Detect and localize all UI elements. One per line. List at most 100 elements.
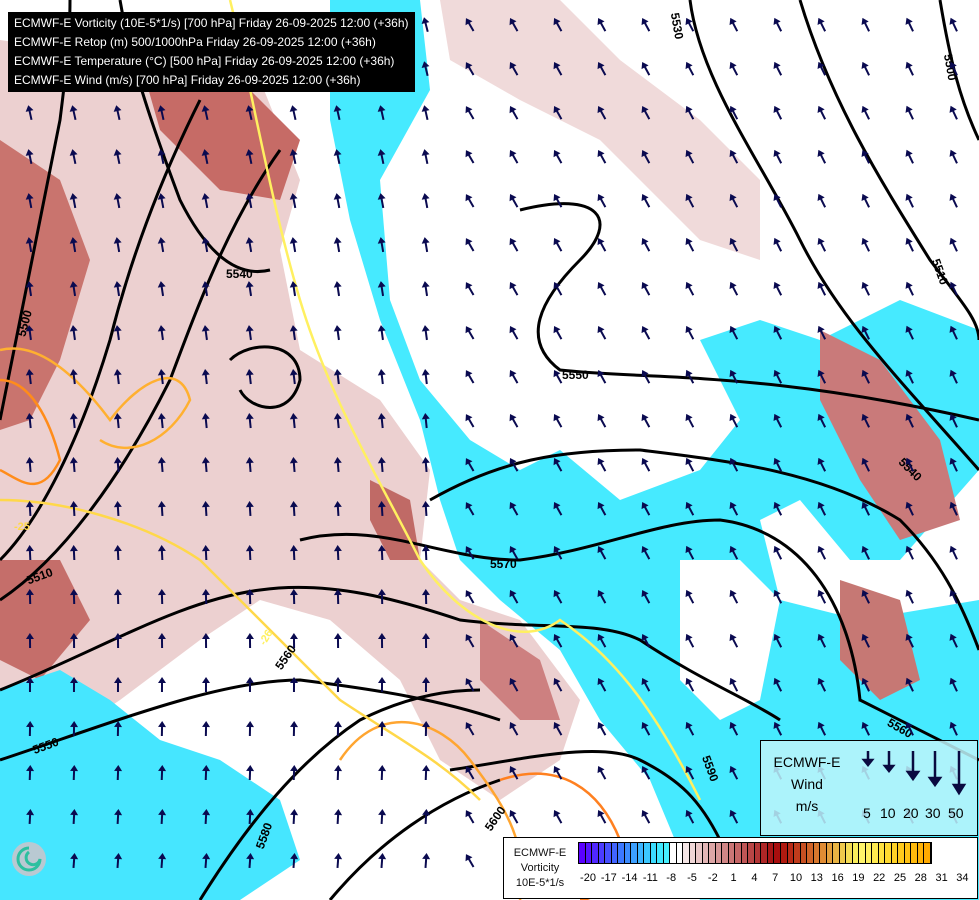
- wind-arrow-icon: [773, 61, 783, 76]
- wind-arrow-icon: [421, 281, 430, 297]
- temperature-label: -26: [257, 628, 275, 648]
- wind-arrow-icon: [157, 149, 166, 165]
- wind-arrow-icon: [113, 325, 122, 341]
- wind-arrow-icon: [553, 634, 563, 648]
- colorbar-swatch: [787, 843, 795, 863]
- wind-arrow-icon: [246, 721, 255, 737]
- wind-arrow-icon: [729, 237, 739, 252]
- wind-arrow-icon: [113, 413, 122, 429]
- wind-arrow-icon: [25, 633, 34, 649]
- wind-arrow-icon: [25, 193, 34, 209]
- colorbar-swatch: [624, 843, 632, 863]
- wind-arrow-icon: [69, 237, 78, 253]
- wind-arrow-icon: [465, 238, 475, 252]
- wind-arrow-icon: [553, 150, 563, 164]
- wind-arrow-icon: [597, 237, 607, 252]
- wind-arrow-icon: [158, 809, 167, 825]
- wind-arrow-icon: [905, 281, 914, 296]
- wind-arrow-icon: [729, 413, 739, 428]
- wind-arrow-icon: [949, 281, 958, 296]
- wind-arrow-icon: [333, 105, 342, 121]
- contour-label: 5510: [929, 257, 951, 287]
- wind-arrow-icon: [201, 281, 210, 297]
- wind-arrow-icon: [729, 61, 739, 76]
- wind-arrow-icon: [905, 193, 914, 208]
- wind-arrow-icon: [465, 414, 475, 428]
- wind-arrow-icon: [553, 502, 563, 516]
- wind-arrow-icon: [465, 810, 475, 824]
- wind-arrow-icon: [245, 545, 254, 561]
- wind-arrow-icon: [773, 413, 783, 428]
- wind-arrow-icon: [290, 765, 299, 781]
- colorbar-swatch: [644, 843, 651, 863]
- wind-legend-title: ECMWF-E Wind m/s: [767, 751, 847, 817]
- contour-label: 5560: [272, 642, 299, 672]
- wind-arrow-icon: [905, 589, 914, 604]
- colorbar-swatch: [865, 843, 873, 863]
- wind-arrow-icon: [378, 765, 387, 781]
- wind-arrow-icon: [157, 501, 166, 517]
- wind-arrow-icon: [113, 369, 122, 385]
- colorbar-swatch: [885, 843, 892, 863]
- wind-arrow-icon: [465, 62, 475, 76]
- wind-arrow-icon: [334, 765, 343, 781]
- wind-arrow-icon: [465, 194, 475, 208]
- wind-arrow-icon: [422, 809, 431, 825]
- wind-arrow-icon: [949, 633, 958, 648]
- wind-arrow-icon: [641, 281, 651, 296]
- wind-arrow-icon: [685, 501, 695, 516]
- wind-arrow-icon: [509, 62, 519, 76]
- header-line-vorticity: ECMWF-E Vorticity (10E-5*1/s) [700 hPa] …: [14, 16, 409, 30]
- wind-arrow-icon: [70, 853, 79, 869]
- wind-arrow-icon: [333, 501, 342, 517]
- wind-arrow-icon: [377, 325, 386, 341]
- wind-arrow-icon: [114, 765, 123, 781]
- wind-arrow-icon: [25, 369, 34, 385]
- wind-arrow-icon: [289, 193, 298, 209]
- wind-arrow-icon: [377, 457, 386, 473]
- wind-arrow-icon: [69, 105, 78, 121]
- wind-arrow-icon: [685, 105, 695, 120]
- wind-arrow-icon: [905, 413, 914, 428]
- vorticity-legend-unit: 10E-5*1/s: [515, 877, 565, 889]
- wind-arrow-icon: [509, 502, 519, 516]
- vorticity-colorbar: [578, 842, 932, 864]
- wind-arrow-icon: [729, 281, 739, 296]
- wind-arrow-icon: [465, 546, 475, 560]
- wind-arrow-icon: [905, 677, 914, 692]
- wind-arrow-icon: [817, 413, 827, 428]
- wind-arrow-icon: [905, 369, 914, 384]
- wind-arrow-icon: [69, 413, 78, 429]
- wind-arrow-icon: [201, 369, 210, 385]
- wind-arrow-icon: [465, 18, 475, 32]
- wind-arrow-icon: [377, 149, 386, 165]
- wind-arrow-icon: [817, 501, 827, 516]
- wind-arrow-icon: [201, 413, 210, 429]
- colorbar-swatch: [611, 843, 619, 863]
- wind-arrow-icon: [113, 589, 122, 605]
- colorbar-tick-label: 13: [810, 872, 823, 884]
- wind-arrow-icon: [949, 17, 958, 32]
- wind-arrow-icon: [157, 237, 166, 253]
- wind-arrow-icon: [905, 105, 914, 120]
- wind-arrow-icon: [641, 457, 651, 472]
- colorbar-swatch: [657, 843, 664, 863]
- wind-arrow-icon: [641, 413, 651, 428]
- colorbar-swatch: [780, 843, 788, 863]
- colorbar-swatch: [820, 843, 827, 863]
- contour-label: 5550: [562, 368, 589, 382]
- wind-arrow-icon: [157, 413, 166, 429]
- wind-arrow-icon: [597, 281, 607, 296]
- vorticity-legend: ECMWF-E Vorticity 10E-5*1/s -20 -17 -14 -11…: [503, 837, 978, 899]
- wind-arrow-icon: [641, 765, 651, 780]
- colorbar-swatch: [592, 843, 599, 863]
- wind-arrow-icon: [553, 18, 563, 32]
- wind-arrow-icon: [729, 369, 739, 384]
- wind-arrow-icon: [641, 809, 651, 824]
- wind-arrow-icon: [817, 633, 827, 648]
- wind-arrow-icon: [114, 809, 123, 825]
- colorbar-swatch: [696, 843, 703, 863]
- wind-arrow-icon: [597, 149, 607, 164]
- wind-arrow-icon: [69, 193, 78, 209]
- colorbar-tick-label: 7: [772, 872, 779, 884]
